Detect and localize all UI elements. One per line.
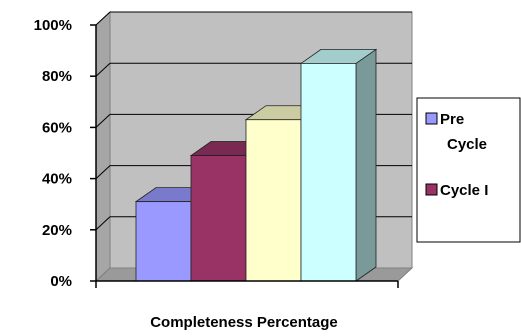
legend-label: Cycle: [447, 136, 487, 153]
bar-front: [135, 201, 192, 282]
gridline-side: [95, 165, 111, 179]
legend-label: Cycle I: [440, 182, 488, 199]
bar-front: [245, 119, 302, 282]
y-tick-labels: 0% 20% 40% 60% 80% 100%: [34, 17, 72, 290]
legend-label: Pre: [440, 111, 464, 128]
legend-swatch: [425, 183, 438, 196]
x-axis-title: Completeness Percentage: [150, 314, 338, 331]
side-wall: [95, 10, 111, 283]
y-tick-label: 80%: [42, 68, 72, 85]
gridline-side: [95, 11, 111, 26]
gridline-side: [95, 216, 111, 231]
legend-item: Cycle I: [425, 182, 488, 199]
legend-item: Pre Cycle: [425, 111, 487, 153]
y-tick-label: 100%: [34, 17, 72, 34]
bar-front: [300, 63, 357, 282]
bar: [299, 48, 378, 282]
bar-side: [355, 48, 377, 282]
legend-swatch: [425, 112, 438, 125]
y-tick-label: 0%: [50, 273, 72, 290]
gridline-side: [95, 114, 111, 128]
bars: [134, 48, 378, 282]
y-tick-label: 20%: [42, 222, 72, 239]
y-tick-label: 60%: [42, 119, 72, 136]
gridline-side: [95, 62, 111, 77]
bar-front: [190, 155, 247, 282]
y-axis: [90, 24, 399, 288]
y-tick-label: 40%: [42, 171, 72, 188]
legend: Pre Cycle Cycle I: [416, 97, 521, 243]
